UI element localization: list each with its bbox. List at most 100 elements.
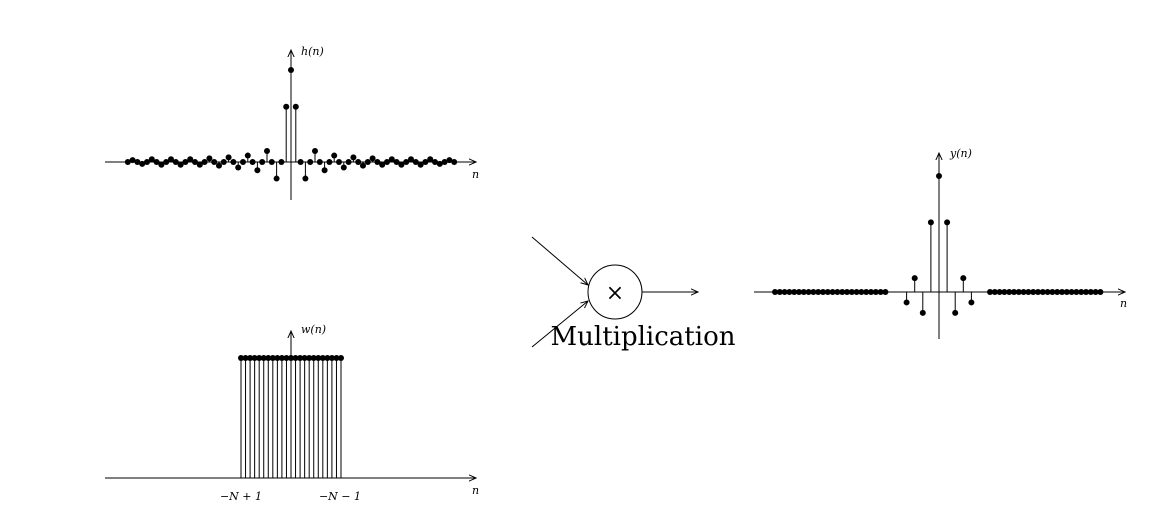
y-zero-dot <box>1001 289 1008 295</box>
y-zero-dot <box>868 289 874 295</box>
h-sample-dot <box>230 159 237 165</box>
w-sample-dot <box>265 355 272 361</box>
y-zero-dot <box>991 289 998 295</box>
y-zero-dot <box>848 289 855 295</box>
h-sample-dot <box>206 155 213 162</box>
w-y-label: w(n) <box>301 323 326 336</box>
h-sample-dot <box>398 161 405 168</box>
w-sample-dot <box>256 355 263 361</box>
y-zero-dot <box>1092 289 1099 295</box>
h-sample-dot <box>172 159 179 165</box>
h-sample-dot <box>307 159 314 165</box>
y-zero-dot <box>863 289 870 295</box>
y-sample-dot <box>936 173 942 179</box>
w-sample-dot <box>319 355 326 361</box>
y-sample-dot <box>968 299 975 306</box>
w-sample-dot <box>315 355 322 361</box>
w-sample-dot <box>274 355 281 361</box>
y-zero-dot <box>1035 289 1041 295</box>
h-sample-dot <box>412 159 419 165</box>
h-sample-dot <box>321 167 328 174</box>
w-sample-dot <box>251 355 258 361</box>
y-zero-dot <box>1044 289 1051 295</box>
multiply-icon: × <box>606 281 624 306</box>
y-samples <box>772 173 1104 316</box>
h-sample-dot <box>249 159 256 165</box>
y-zero-dot <box>853 289 860 295</box>
w-sample-dot <box>306 355 313 361</box>
h-sample-dot <box>393 159 400 165</box>
y-zero-dot <box>805 289 812 295</box>
y-sample-dot <box>960 275 967 282</box>
y-zero-dot <box>996 289 1003 295</box>
h-sample-dot <box>129 157 136 164</box>
y-zero-dot <box>1078 289 1085 295</box>
w-sample-dot <box>242 355 249 361</box>
h-sample-dot <box>345 159 352 165</box>
h-sample-dot <box>446 157 453 164</box>
y-x-label: n <box>1120 297 1127 310</box>
w-sample-dot <box>328 355 335 361</box>
w-plot: w(n) n −N + 1 −N − 1 <box>105 323 479 503</box>
h-sample-dot <box>196 161 203 168</box>
y-zero-dot <box>987 289 993 295</box>
h-sample-dot <box>312 147 318 154</box>
h-sample-dot <box>432 159 438 165</box>
h-sample-dot <box>244 152 251 159</box>
w-sample-dot <box>260 355 267 361</box>
y-sample-dot <box>919 309 926 316</box>
h-sample-dot <box>427 156 434 163</box>
h-sample-dot <box>268 159 275 165</box>
multiplier: × Multiplication <box>531 236 736 352</box>
h-sample-dot <box>288 67 294 73</box>
y-sample-dot <box>944 219 951 226</box>
y-zero-dot <box>1087 289 1094 295</box>
y-sample-dot <box>911 275 918 282</box>
y-zero-dot <box>844 289 850 295</box>
y-sample-dot <box>927 219 934 226</box>
y-plot: y(n) n <box>754 147 1127 339</box>
w-tick-left: −N + 1 <box>220 490 262 503</box>
h-sample-dot <box>168 156 174 163</box>
y-zero-dot <box>1006 289 1013 295</box>
h-sample-dot <box>417 161 424 168</box>
input-arrow-bottom <box>531 301 588 348</box>
h-sample-dot <box>403 159 410 165</box>
y-zero-dot <box>1063 289 1070 295</box>
w-sample-dot <box>283 355 290 361</box>
y-zero-dot <box>1083 289 1089 295</box>
h-sample-dot <box>316 159 323 165</box>
y-zero-dot <box>1073 289 1080 295</box>
y-zero-dot <box>858 289 865 295</box>
h-sample-dot <box>163 159 170 165</box>
y-zero-dot <box>800 289 807 295</box>
y-sample-dot <box>952 309 959 316</box>
y-zero-dot <box>1039 289 1046 295</box>
y-y-label: y(n) <box>949 147 972 160</box>
h-sample-dot <box>158 161 165 168</box>
h-sample-dot <box>422 159 429 165</box>
w-tick-right: −N − 1 <box>319 490 361 503</box>
h-sample-dot <box>374 159 381 165</box>
y-zero-dot <box>882 289 889 295</box>
h-sample-dot <box>283 103 290 110</box>
h-sample-dot <box>436 160 443 167</box>
h-sample-dot <box>360 162 366 169</box>
h-sample-dot <box>379 161 386 168</box>
h-sample-dot <box>340 164 347 171</box>
y-zero-dot <box>877 289 884 295</box>
y-zero-dot <box>872 289 879 295</box>
h-sample-dot <box>240 159 246 165</box>
h-sample-dot <box>225 154 232 161</box>
w-sample-dot <box>310 355 317 361</box>
h-sample-dot <box>364 159 371 165</box>
y-zero-dot <box>1049 289 1056 295</box>
y-zero-dot <box>791 289 798 295</box>
h-sample-dot <box>124 159 131 165</box>
w-sample-dot <box>288 355 294 361</box>
w-sample-dot <box>324 355 331 361</box>
y-zero-dot <box>772 289 778 295</box>
h-sample-dot <box>254 167 261 174</box>
h-plot: h(n) n <box>105 45 479 200</box>
